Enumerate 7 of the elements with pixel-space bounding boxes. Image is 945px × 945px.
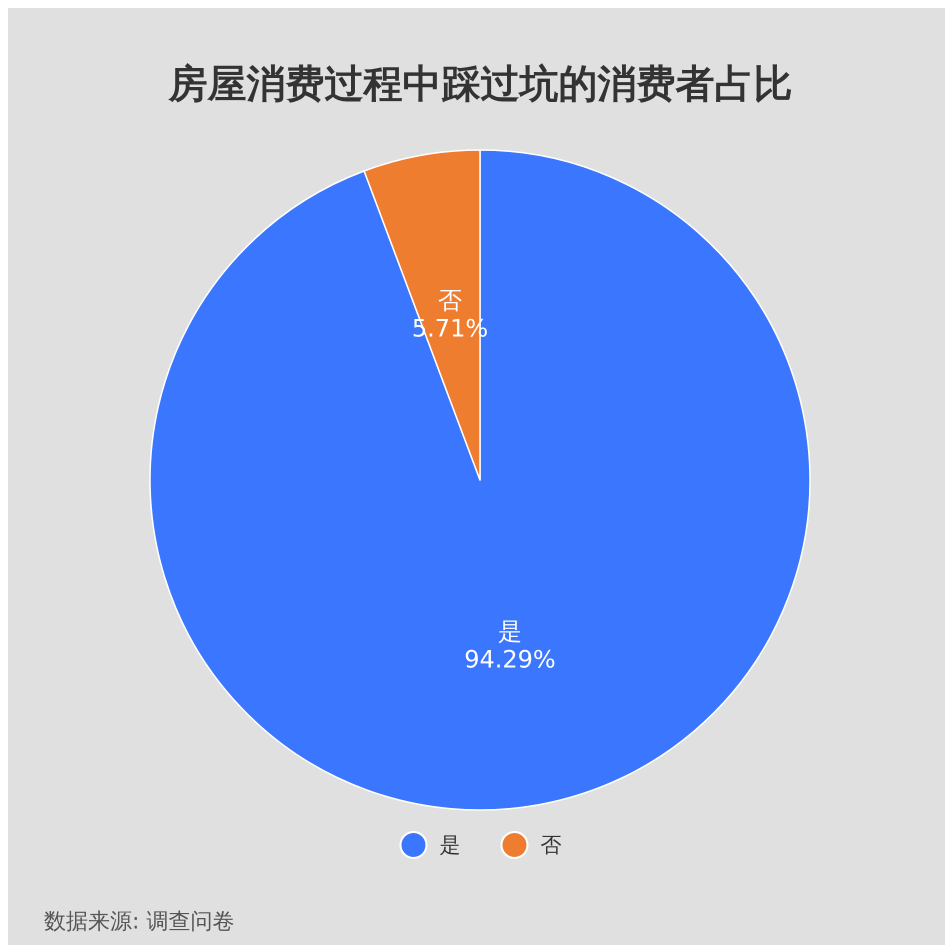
data-label: 94.29% [464,645,556,674]
source-note: 数据来源: 调查问卷 [44,910,234,934]
legend-label: 是 [440,833,460,857]
slice-label: 是 [498,617,522,646]
chart-title: 房屋消费过程中踩过坑的消费者占比 [168,62,792,107]
slice-label: 否 [438,286,462,315]
legend-label: 否 [540,833,562,857]
